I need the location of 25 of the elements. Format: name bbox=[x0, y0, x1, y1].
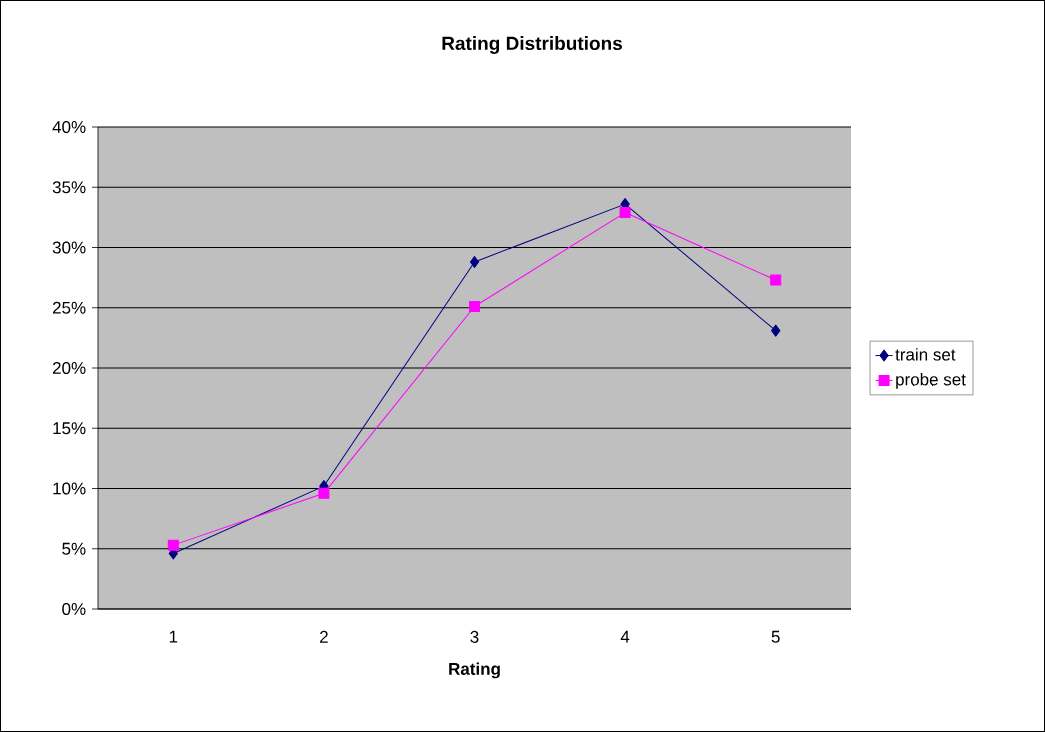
x-tick-label: 3 bbox=[470, 630, 479, 643]
y-tick-label: 15% bbox=[53, 422, 86, 435]
y-tick-label: 35% bbox=[52, 181, 86, 194]
point bbox=[318, 487, 330, 499]
x-tick-label: 4 bbox=[620, 630, 630, 643]
legend-label: train set bbox=[895, 348, 956, 361]
point bbox=[469, 255, 480, 268]
point bbox=[619, 207, 631, 219]
point bbox=[770, 274, 782, 286]
y-tick-label: 30% bbox=[52, 241, 86, 254]
point bbox=[469, 301, 480, 313]
x-tick-label: 2 bbox=[320, 630, 328, 643]
point bbox=[771, 324, 781, 337]
y-tick-label: 0% bbox=[62, 602, 86, 616]
y-tick-label: 25% bbox=[52, 301, 86, 314]
y-tick-label: 10% bbox=[53, 482, 86, 495]
chart-title: Rating Distributions bbox=[442, 36, 622, 54]
y-tick-label: 5% bbox=[62, 542, 86, 555]
x-axis-title: Rating bbox=[449, 662, 500, 679]
y-tick-label: 20% bbox=[52, 361, 86, 375]
x-tick-label: 5 bbox=[771, 630, 780, 643]
y-tick-label: 40% bbox=[52, 120, 86, 134]
legend-label: probe set bbox=[896, 373, 966, 389]
point bbox=[167, 539, 179, 551]
x-tick-label: 1 bbox=[169, 630, 178, 643]
